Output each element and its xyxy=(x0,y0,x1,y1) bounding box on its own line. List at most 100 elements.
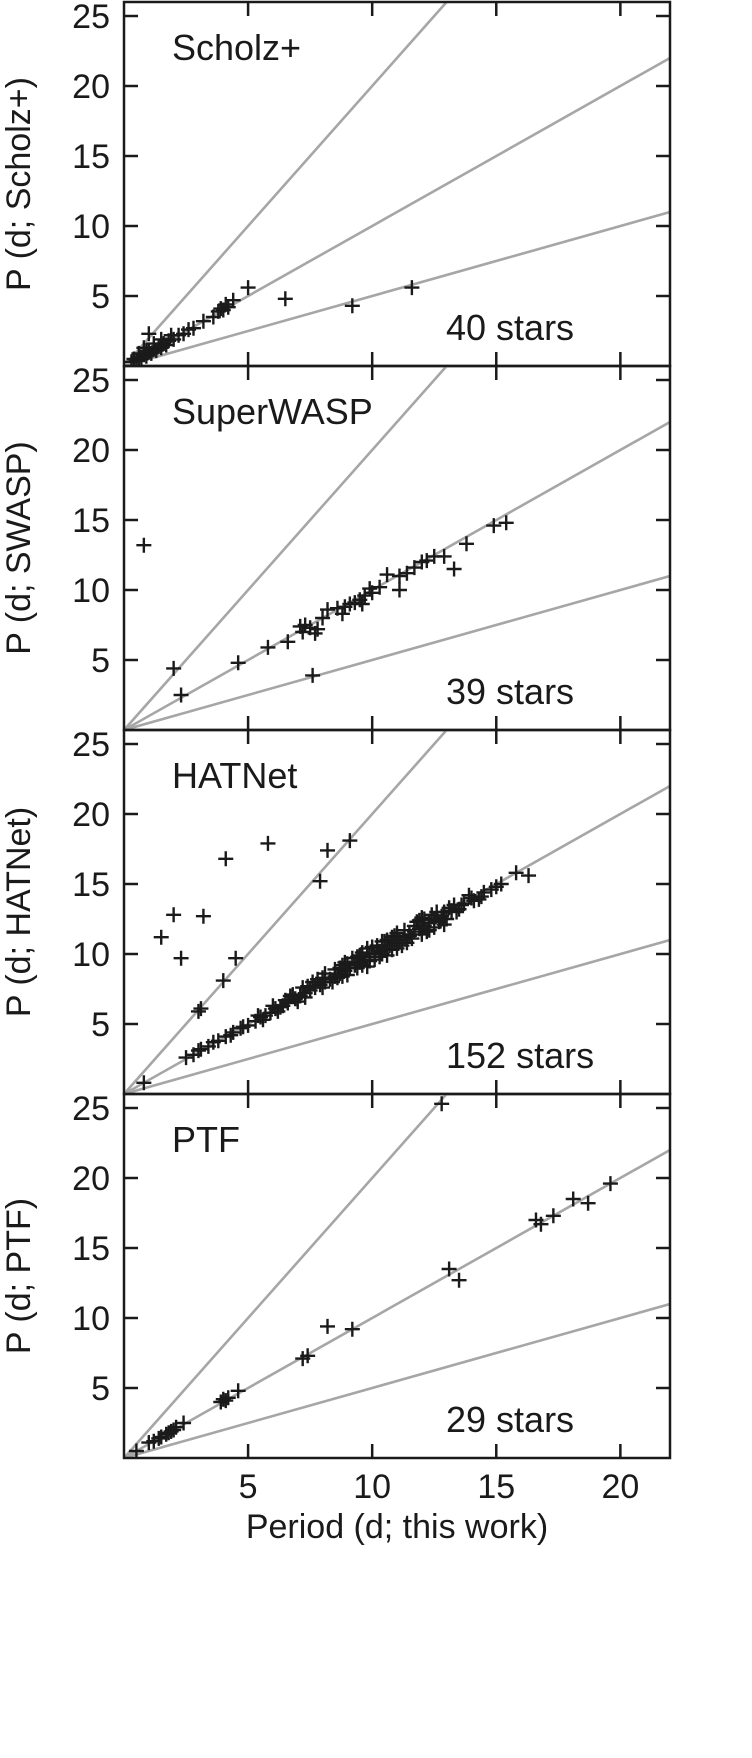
plot-frame xyxy=(122,1092,672,1460)
data-point xyxy=(185,320,201,336)
data-point xyxy=(166,907,182,923)
data-point xyxy=(434,1096,450,1112)
reference-line xyxy=(124,574,670,730)
data-point xyxy=(312,873,328,889)
reference-line xyxy=(124,1148,670,1458)
data-point xyxy=(377,933,393,949)
y-tick-label: 20 xyxy=(72,1160,110,1198)
data-point xyxy=(486,518,502,534)
data-point xyxy=(193,1001,209,1017)
data-point xyxy=(173,950,189,966)
y-tick-label: 15 xyxy=(72,1230,110,1268)
y-tick-labels: 5 10 15 20 25 xyxy=(72,362,110,680)
y-tick-label: 10 xyxy=(72,208,110,246)
x-tick-label: 10 xyxy=(353,1468,391,1506)
data-point xyxy=(205,1034,221,1050)
y-tick-label: 15 xyxy=(72,866,110,904)
data-point xyxy=(473,889,489,905)
panel-ptf: 5 10 15 20 25 PTF 29 stars P (d; PTF) xyxy=(0,1090,672,1460)
data-point xyxy=(602,1176,618,1192)
reference-line xyxy=(124,1302,670,1458)
x-tick-label: 20 xyxy=(601,1468,639,1506)
y-tick-label: 5 xyxy=(91,1006,110,1044)
reference-line xyxy=(124,56,670,366)
data-point xyxy=(225,292,241,308)
y-tick-label: 5 xyxy=(91,278,110,316)
y-tick-label: 20 xyxy=(72,796,110,834)
data-point xyxy=(441,1261,457,1277)
data-point xyxy=(434,911,450,927)
data-point xyxy=(300,1348,316,1364)
reference-line xyxy=(124,2,449,366)
data-point xyxy=(153,929,169,945)
data-point xyxy=(295,980,311,996)
data-point xyxy=(228,950,244,966)
data-point xyxy=(255,1012,271,1028)
data-point xyxy=(260,835,276,851)
panel-scholz: 5 10 15 20 25 Scholz+ 40 stars P (d; Scholz+… xyxy=(0,0,672,368)
reference-line xyxy=(124,1094,449,1458)
data-point xyxy=(334,606,350,622)
data-point xyxy=(195,908,211,924)
data-point xyxy=(354,957,370,973)
data-point xyxy=(545,1208,561,1224)
data-point xyxy=(391,582,407,598)
y-tick-label: 15 xyxy=(72,502,110,540)
data-point xyxy=(223,1027,239,1043)
y-tick-label: 20 xyxy=(72,68,110,106)
y-tick-label: 25 xyxy=(72,362,110,400)
data-point xyxy=(317,966,333,982)
panel-title: SuperWASP xyxy=(172,391,373,432)
data-point xyxy=(163,327,179,343)
data-point xyxy=(136,1075,152,1091)
data-point xyxy=(292,618,308,634)
data-point xyxy=(533,1216,549,1232)
data-point xyxy=(320,842,336,858)
data-points xyxy=(136,833,537,1091)
data-point xyxy=(136,340,152,356)
x-axis-label: Period (d; this work) xyxy=(246,1508,548,1546)
y-axis-label: P (d; SWASP) xyxy=(0,441,38,655)
x-tick-labels: 5 10 15 20 xyxy=(239,1468,640,1506)
panel-title: PTF xyxy=(172,1119,240,1160)
data-point xyxy=(337,954,353,970)
data-point xyxy=(218,851,234,867)
x-tick-label: 15 xyxy=(477,1468,515,1506)
data-point xyxy=(451,1272,467,1288)
data-point xyxy=(508,865,524,881)
data-point xyxy=(379,567,395,583)
data-point xyxy=(344,1321,360,1337)
data-point xyxy=(218,1393,234,1409)
reference-line xyxy=(124,938,670,1094)
data-point xyxy=(493,876,509,892)
y-axis-label: P (d; HATNet) xyxy=(0,807,38,1017)
data-point xyxy=(215,973,231,989)
y-tick-label: 5 xyxy=(91,642,110,680)
x-tick-label: 5 xyxy=(239,1468,258,1506)
y-tick-label: 10 xyxy=(72,572,110,610)
data-point xyxy=(414,910,430,926)
data-point xyxy=(320,1318,336,1334)
data-point xyxy=(324,974,340,990)
data-point xyxy=(260,639,276,655)
data-point xyxy=(406,918,422,934)
reference-lines xyxy=(124,1094,670,1458)
y-tick-label: 20 xyxy=(72,432,110,470)
axis-ticks xyxy=(124,730,670,1094)
y-tick-label: 25 xyxy=(72,726,110,764)
data-point xyxy=(277,291,293,307)
star-count-label: 29 stars xyxy=(446,1399,574,1440)
data-point xyxy=(389,940,405,956)
data-points xyxy=(124,280,420,366)
star-count-label: 39 stars xyxy=(446,671,574,712)
y-tick-label: 10 xyxy=(72,1300,110,1338)
data-point xyxy=(270,1003,286,1019)
data-point xyxy=(372,579,388,595)
y-tick-label: 5 xyxy=(91,1370,110,1408)
panel-title: Scholz+ xyxy=(172,27,301,68)
data-point xyxy=(193,1041,209,1057)
axis-ticks xyxy=(124,2,670,366)
panel-superwasp: 5 10 15 20 25 SuperWASP 39 stars P (d; SWASP… xyxy=(0,362,672,732)
data-point xyxy=(352,947,368,963)
